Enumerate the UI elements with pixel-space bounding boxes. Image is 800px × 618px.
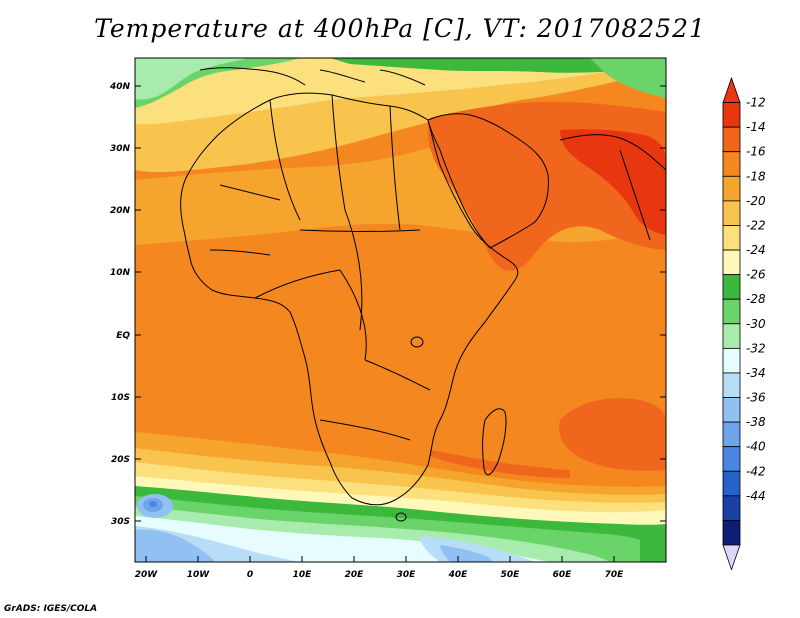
coastline-arabia xyxy=(427,113,549,249)
lon-tick-label: 20E xyxy=(345,570,365,580)
lat-tick-label: 10N xyxy=(110,268,131,278)
lon-tick-label: 10E xyxy=(293,570,313,580)
coastline-lesotho xyxy=(395,512,407,522)
colorbar-label: -28 xyxy=(746,292,766,306)
colorbar-label: -40 xyxy=(746,440,766,454)
colorbar-swatch xyxy=(722,175,741,202)
colorbar-swatch xyxy=(722,274,741,300)
field-band-ne-green xyxy=(590,58,666,98)
field-band-south-blue3 xyxy=(440,545,492,562)
colorbar-swatch xyxy=(722,397,741,423)
colorbar-label: -16 xyxy=(746,145,766,159)
field-band-north-lightgreen xyxy=(135,58,250,100)
colorbar-swatch xyxy=(722,421,741,448)
lon-tick-label: 0 xyxy=(247,570,253,580)
colorbar-label: -38 xyxy=(746,415,766,429)
colorbar-swatch xyxy=(722,126,741,153)
coastline-madagascar xyxy=(482,408,507,476)
colorbar-label: -36 xyxy=(746,391,766,405)
colorbar-label: -18 xyxy=(746,169,766,183)
colorbar-label: -32 xyxy=(746,341,766,355)
lon-tick-label: 60E xyxy=(553,570,573,580)
lon-tick-label: 50E xyxy=(501,570,521,580)
colorbar-label: -14 xyxy=(746,120,766,134)
lat-tick-label: 40N xyxy=(109,82,131,92)
colorbar-swatch xyxy=(722,372,741,398)
coastlines xyxy=(180,67,666,522)
lon-tick-label: 70E xyxy=(605,570,625,580)
field-band-north-green2 xyxy=(330,58,666,73)
colorbar-label: -24 xyxy=(746,243,766,257)
colorbar-label: -34 xyxy=(746,366,766,380)
lon-tick-label: 40E xyxy=(448,570,469,580)
field-hot-south-indian xyxy=(559,398,666,471)
lat-tick-label: 20S xyxy=(111,455,130,465)
colorbar-label: -30 xyxy=(746,317,766,331)
colorbar-swatch xyxy=(722,225,741,251)
colorbar-label: -12 xyxy=(746,96,766,110)
lat-tick-label: 10S xyxy=(111,393,130,403)
colorbar-swatch xyxy=(722,323,741,349)
map-title: Temperature at 400hPa [C], VT: 201708252… xyxy=(94,14,706,43)
field-band-sw-blue xyxy=(135,529,215,562)
colorbar-swatch xyxy=(722,520,741,546)
lon-tick-label: 10W xyxy=(187,570,211,580)
colorbar-label: -20 xyxy=(746,194,766,208)
colorbar-swatch xyxy=(722,200,741,226)
colorbar-swatch xyxy=(722,102,741,128)
coastline-india xyxy=(559,134,666,241)
lat-tick-label: 30S xyxy=(111,517,130,527)
lon-tick-label: 20W xyxy=(135,570,159,580)
field-cold-vortex-center xyxy=(149,501,157,507)
lat-tick-label: 30N xyxy=(110,144,131,154)
colorbar-swatch xyxy=(722,495,741,521)
colorbar-swatch xyxy=(722,298,741,325)
temperature-field xyxy=(135,58,666,562)
colorbar-swatch xyxy=(722,470,741,497)
colorbar-swatch xyxy=(722,446,741,472)
field-hot-band-south xyxy=(430,450,570,478)
lon-tick-label: 30E xyxy=(397,570,417,580)
lat-axis: 40N 30N 20N 10N EQ 10S 20S 30S xyxy=(109,82,666,527)
coastline-europe xyxy=(199,67,426,86)
colorbar-label: -42 xyxy=(746,464,766,478)
colorbar-label: -22 xyxy=(746,218,766,232)
colorbar-swatch xyxy=(722,249,741,276)
colorbar: -12 -14 -16 -18 -20 -22 -24 -26 -28 -30 -32 -34 -36 -… xyxy=(722,76,766,571)
borders xyxy=(209,94,431,441)
credit-label: GrADS: IGES/COLA xyxy=(4,604,98,614)
plot-frame xyxy=(134,57,667,563)
colorbar-label: -44 xyxy=(746,489,766,503)
lon-axis: 20W 10W 0 10E 20E 30E 40E 50E 60E 70E xyxy=(135,556,624,580)
lat-tick-label: EQ xyxy=(116,331,130,341)
field-band-north-22 xyxy=(135,58,666,125)
coastline-lake-victoria xyxy=(410,336,424,348)
colorbar-over-triangle xyxy=(722,76,741,103)
colorbar-label: -26 xyxy=(746,268,766,282)
colorbar-swatch xyxy=(722,347,741,374)
colorbar-under-triangle xyxy=(722,544,741,571)
lat-tick-label: 20N xyxy=(110,206,131,216)
colorbar-swatch xyxy=(722,151,741,177)
